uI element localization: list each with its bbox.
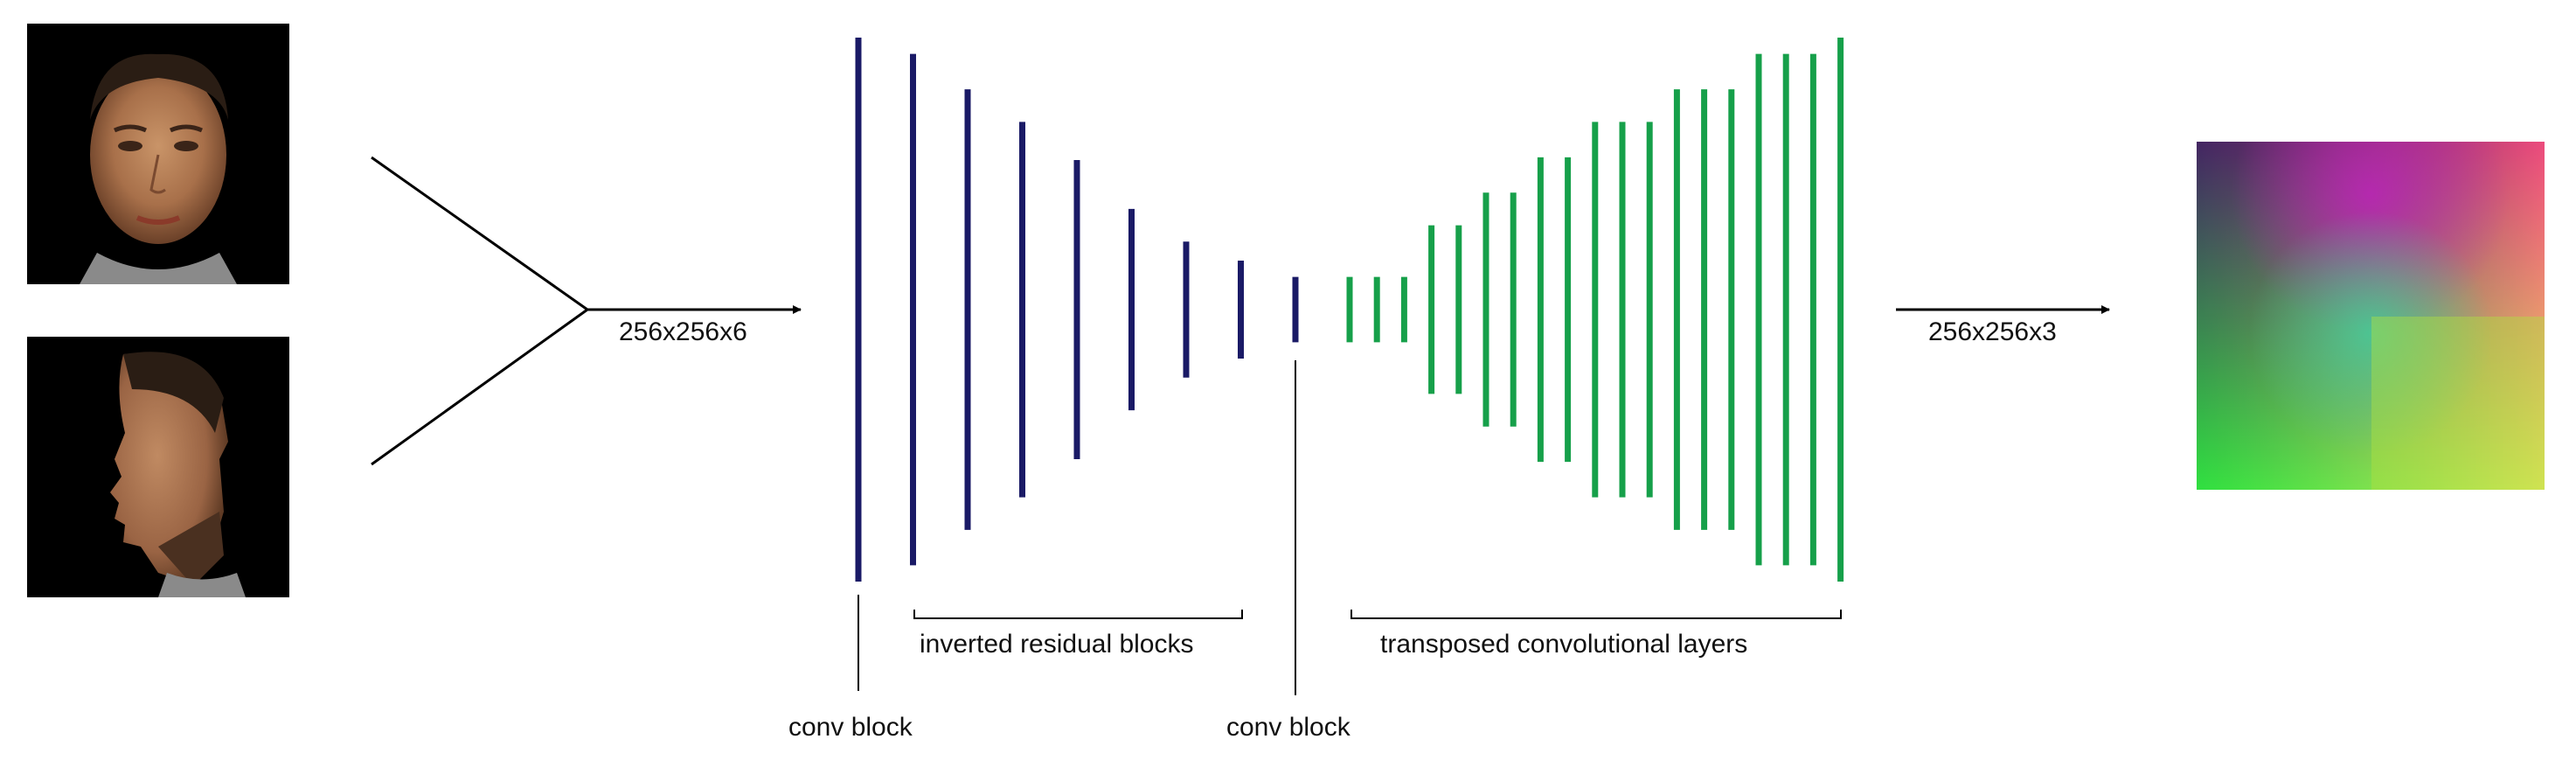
decoder-layers xyxy=(1346,38,1844,582)
inverted-residual-bracket xyxy=(913,610,1243,619)
input-face-profile xyxy=(27,337,289,597)
conv-block-label-2: conv block xyxy=(1226,713,1350,742)
inverted-residual-label: inverted residual blocks xyxy=(920,630,1194,659)
profile-face-image xyxy=(27,337,289,597)
input-face-frontal xyxy=(27,24,289,284)
merge-line-top xyxy=(371,156,588,311)
input-tensor-label: 256x256x6 xyxy=(619,317,747,346)
output-uv-position-map xyxy=(2197,142,2545,490)
transposed-conv-label: transposed convolutional layers xyxy=(1380,630,1748,659)
uv-map-image xyxy=(2197,142,2545,490)
frontal-face-image xyxy=(27,24,289,284)
conv-block-label-1: conv block xyxy=(788,713,913,742)
merge-line-bottom xyxy=(371,308,588,466)
transposed-conv-bracket xyxy=(1350,610,1842,619)
encoder-layers xyxy=(855,38,1299,582)
output-tensor-label: 256x256x3 xyxy=(1928,317,2057,346)
